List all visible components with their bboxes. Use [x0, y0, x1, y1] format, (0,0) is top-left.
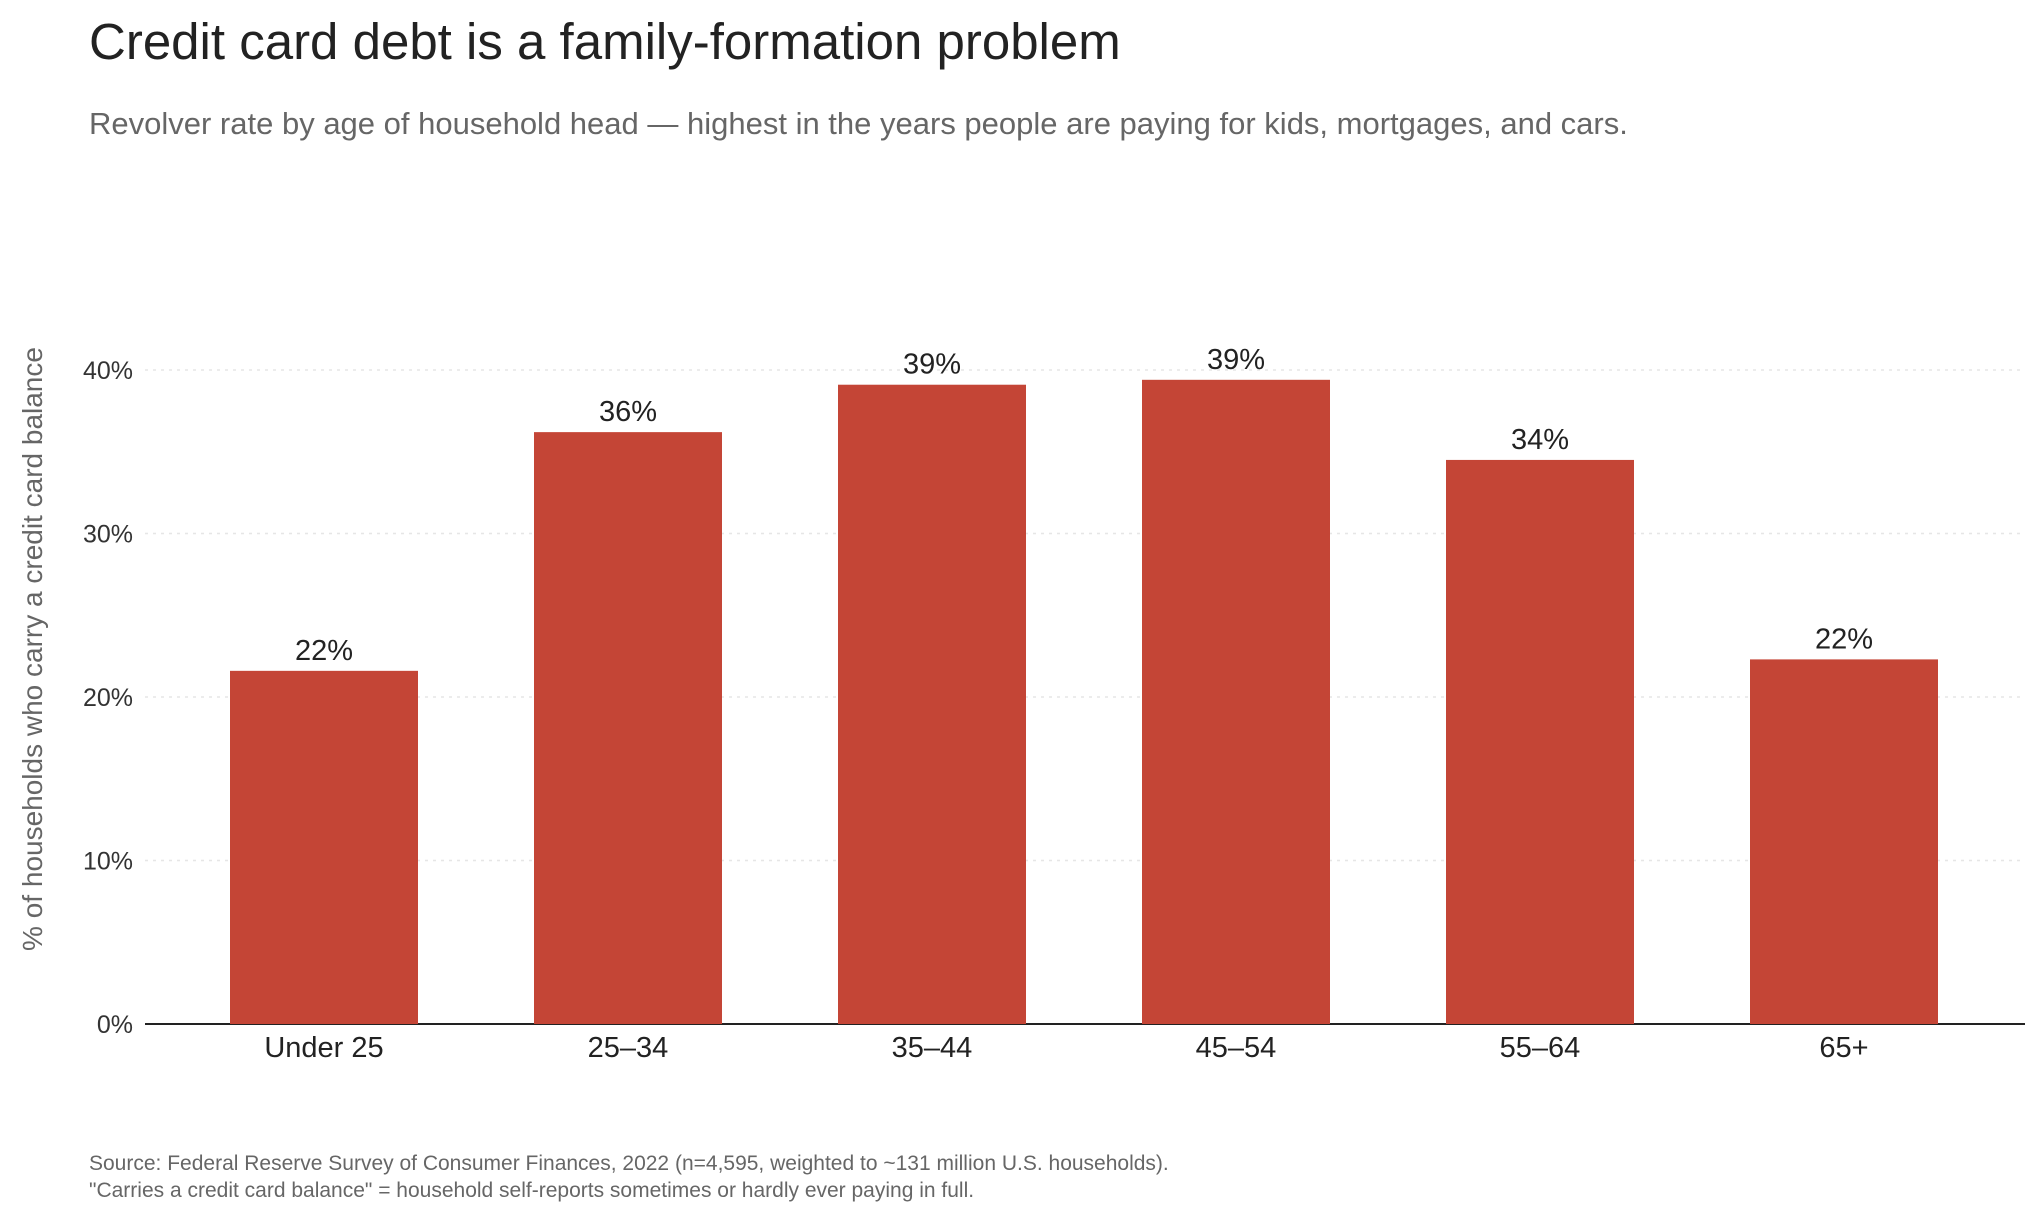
source-note: Source: Federal Reserve Survey of Consum…: [89, 1152, 1169, 1175]
bar: [838, 384, 1026, 1025]
y-tick-label: 40%: [83, 357, 133, 385]
bar: [230, 670, 418, 1024]
definition-note: "Carries a credit card balance" = househ…: [89, 1179, 975, 1202]
y-tick-label: 0%: [97, 1011, 133, 1039]
bar: [534, 432, 722, 1024]
bar-value-label: 22%: [295, 635, 353, 667]
grid-layer: [145, 369, 2025, 1025]
x-category-label: 45–54: [1196, 1032, 1277, 1064]
x-category-label: 35–44: [892, 1032, 973, 1064]
bar-value-label: 39%: [1207, 344, 1265, 376]
x-category-label: 55–64: [1500, 1032, 1581, 1064]
x-category-label: 65+: [1819, 1032, 1868, 1064]
bar-value-label: 36%: [599, 396, 657, 428]
chart-footer: Source: Federal Reserve Survey of Consum…: [89, 1150, 1169, 1204]
bar-layer: [230, 379, 1938, 1025]
chart-subtitle: Revolver rate by age of household head —…: [89, 106, 1628, 141]
y-tick-label: 20%: [83, 684, 133, 712]
y-tick-label: 10%: [83, 848, 133, 876]
label-layer: 0% 10% 20% 30% 40% 22% Under 25 36% 25–34 39% 35–4…: [83, 344, 1873, 1064]
bar-value-label: 34%: [1511, 424, 1569, 456]
chart-title: Credit card debt is a family-formation p…: [89, 13, 1121, 70]
bar: [1750, 659, 1938, 1024]
y-tick-label: 30%: [83, 521, 133, 549]
bar: [1446, 459, 1634, 1024]
bar: [1142, 379, 1330, 1024]
bar-value-label: 39%: [903, 349, 961, 381]
x-category-label: Under 25: [264, 1032, 383, 1064]
bar-value-label: 22%: [1815, 623, 1873, 655]
y-axis-title: % of households who carry a credit card …: [17, 347, 48, 951]
x-category-label: 25–34: [588, 1032, 669, 1064]
